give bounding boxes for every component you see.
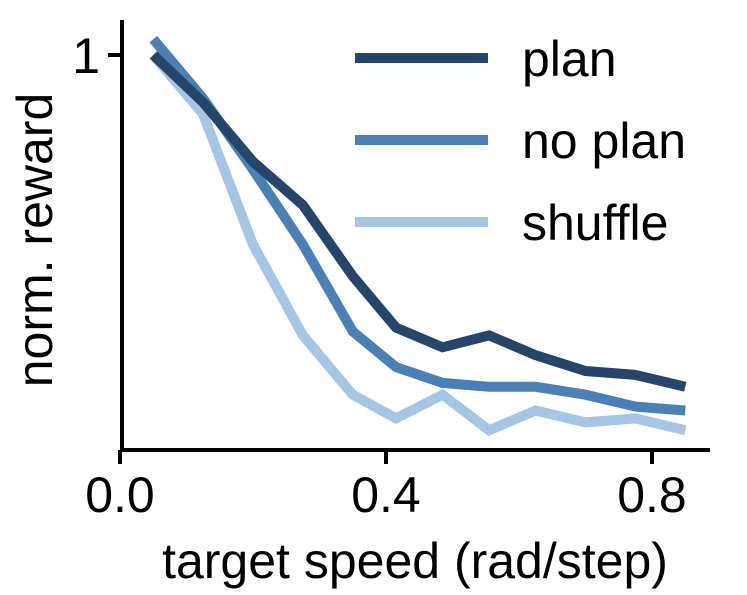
x-tick-label: 0.8	[617, 467, 687, 523]
legend-label-shuffle: shuffle	[522, 195, 668, 251]
series-line-shuffle	[149, 51, 687, 437]
series-line-plan	[149, 51, 687, 392]
y-ticks: 1	[72, 28, 122, 84]
legend-label-no-plan: no plan	[522, 113, 686, 169]
x-tick-label: 0.0	[85, 467, 155, 523]
axes: 0.0 0.4 0.8 1	[72, 20, 710, 523]
x-ticks: 0.0 0.4 0.8	[85, 450, 687, 523]
x-tick-label: 0.4	[351, 467, 421, 523]
x-axis-label: target speed (rad/step)	[162, 533, 668, 589]
legend: plan no plan shuffle	[355, 31, 686, 251]
plot-lines	[149, 35, 687, 437]
y-axis-label: norm. reward	[7, 93, 63, 388]
y-tick-label: 1	[72, 28, 100, 84]
legend-label-plan: plan	[522, 31, 617, 87]
